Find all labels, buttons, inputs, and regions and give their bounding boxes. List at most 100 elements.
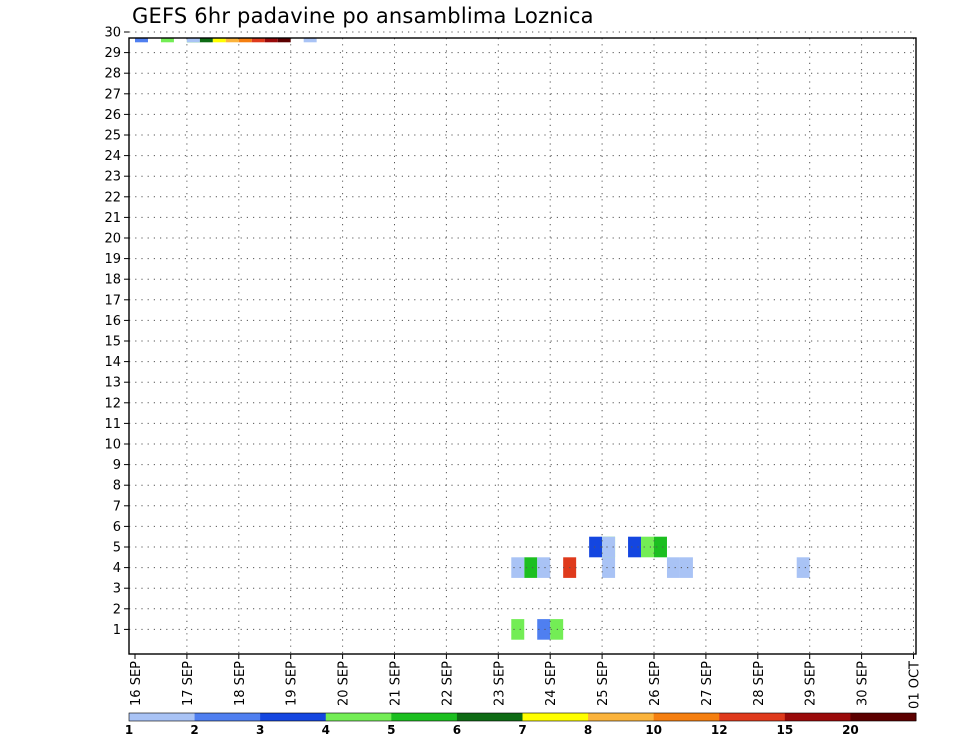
- y-tick-label: 11: [104, 417, 121, 432]
- y-tick-label: 16: [104, 314, 121, 329]
- legend-swatch-2: [194, 713, 261, 721]
- heat-cell-3: [199, 38, 213, 43]
- heat-cell-23: [666, 557, 680, 578]
- legend-swatch-10: [719, 713, 786, 721]
- heat-cell-8: [264, 38, 278, 43]
- y-tick-label: 17: [104, 293, 121, 308]
- heat-cell-10: [303, 38, 317, 43]
- y-tick-label: 27: [104, 87, 121, 102]
- y-tick-label: 22: [104, 190, 121, 205]
- legend-label: 10: [645, 723, 662, 737]
- x-tick-label: 19 SEP: [285, 661, 300, 706]
- legend-swatch-4: [325, 713, 392, 721]
- heat-cell-14: [550, 619, 564, 640]
- y-tick-label: 3: [113, 582, 121, 597]
- heat-cell-9: [277, 38, 291, 43]
- y-tick-label: 1: [113, 623, 121, 638]
- heat-cell-12: [511, 619, 525, 640]
- y-tick-label: 12: [104, 396, 121, 411]
- legend-label: 20: [842, 723, 859, 737]
- y-tick-label: 28: [104, 67, 121, 82]
- heat-cell-5: [225, 38, 239, 43]
- legend-label: 1: [125, 723, 133, 737]
- y-tick-label: 14: [104, 355, 121, 370]
- x-tick-label: 20 SEP: [337, 661, 352, 706]
- y-tick-label: 29: [104, 46, 121, 61]
- x-tick-label: 22 SEP: [440, 661, 455, 706]
- heat-cell-20: [524, 557, 538, 578]
- x-tick-label: 17 SEP: [181, 661, 196, 706]
- chart-title: GEFS 6hr padavine po ansamblima Loznica: [132, 4, 594, 28]
- y-tick-label: 15: [104, 335, 121, 350]
- grid-layer: [129, 31, 916, 654]
- y-tick-label: 25: [104, 129, 121, 144]
- y-tick-label: 2: [113, 602, 121, 617]
- x-tick-label: 21 SEP: [389, 661, 404, 706]
- y-tick-label: 18: [104, 273, 121, 288]
- heat-cell-0: [135, 38, 148, 43]
- legend-swatch-6: [456, 713, 523, 721]
- legend-swatch-7: [522, 713, 589, 721]
- x-tick-label: 16 SEP: [129, 661, 144, 706]
- heat-cell-6: [238, 38, 252, 43]
- legend-label: 4: [322, 723, 330, 737]
- x-tick-label: 29 SEP: [804, 661, 819, 706]
- heat-cell-28: [602, 536, 616, 558]
- y-tick-label: 13: [104, 376, 121, 391]
- x-tick-label: 01 OCT: [908, 661, 923, 709]
- legend-label: 2: [190, 723, 198, 737]
- legend-swatch-9: [653, 713, 720, 721]
- y-tick-label: 19: [104, 252, 121, 267]
- heat-cell-11: [186, 38, 200, 43]
- heat-cell-25: [796, 557, 810, 578]
- legend-swatch-11: [784, 713, 851, 721]
- legend: 1 2 3 4 5 6 7 8 10 12 15 20: [125, 712, 917, 737]
- y-tick-label: 26: [104, 108, 121, 123]
- heat-cell-15: [589, 536, 603, 558]
- legend-label: 8: [584, 723, 592, 737]
- heat-cell-26: [511, 557, 525, 578]
- legend-swatch-12: [850, 713, 917, 721]
- legend-label: 3: [256, 723, 264, 737]
- cells-layer: [135, 38, 810, 640]
- legend-label: 5: [387, 723, 395, 737]
- heat-cell-18: [641, 536, 654, 558]
- legend-swatch-5: [391, 713, 458, 721]
- y-tick-label: 23: [104, 170, 121, 185]
- heat-cell-4: [212, 38, 226, 43]
- heat-cell-19: [654, 536, 667, 558]
- y-tick-label: 4: [113, 561, 121, 576]
- x-tick-label: 18 SEP: [233, 661, 248, 706]
- x-tick-label: 25 SEP: [596, 661, 611, 706]
- x-tick-label: 30 SEP: [856, 661, 871, 706]
- heat-cell-27: [537, 557, 551, 578]
- legend-swatch-8: [588, 713, 655, 721]
- legend-label: 6: [453, 723, 461, 737]
- x-tick-label: 28 SEP: [752, 661, 767, 706]
- heat-cell-13: [537, 619, 551, 640]
- y-tick-label: 9: [113, 458, 121, 473]
- heat-cell-1: [160, 38, 174, 43]
- x-tick-label: 26 SEP: [648, 661, 663, 706]
- legend-frame: [128, 712, 917, 722]
- legend-label: 12: [711, 723, 728, 737]
- legend-swatch-1: [129, 713, 196, 721]
- legend-label: 7: [518, 723, 526, 737]
- plot-frame: [128, 37, 917, 655]
- heat-cell-7: [251, 38, 265, 43]
- y-tick-label: 24: [104, 149, 121, 164]
- y-tick-label: 8: [113, 479, 121, 494]
- y-tick-label: 6: [113, 520, 121, 535]
- legend-label: 15: [776, 723, 793, 737]
- x-tick-label: 27 SEP: [700, 661, 715, 706]
- x-tick-label: 23 SEP: [492, 661, 507, 706]
- y-tick-label: 7: [113, 499, 121, 514]
- ticks-layer: 1234567891011121314151617181920212223242…: [104, 26, 922, 709]
- x-tick-label: 24 SEP: [544, 661, 559, 706]
- heat-cell-24: [679, 557, 693, 578]
- y-tick-label: 30: [104, 26, 121, 41]
- heat-cell-22: [602, 557, 616, 578]
- legend-swatch-3: [260, 713, 327, 721]
- y-tick-label: 21: [104, 211, 121, 226]
